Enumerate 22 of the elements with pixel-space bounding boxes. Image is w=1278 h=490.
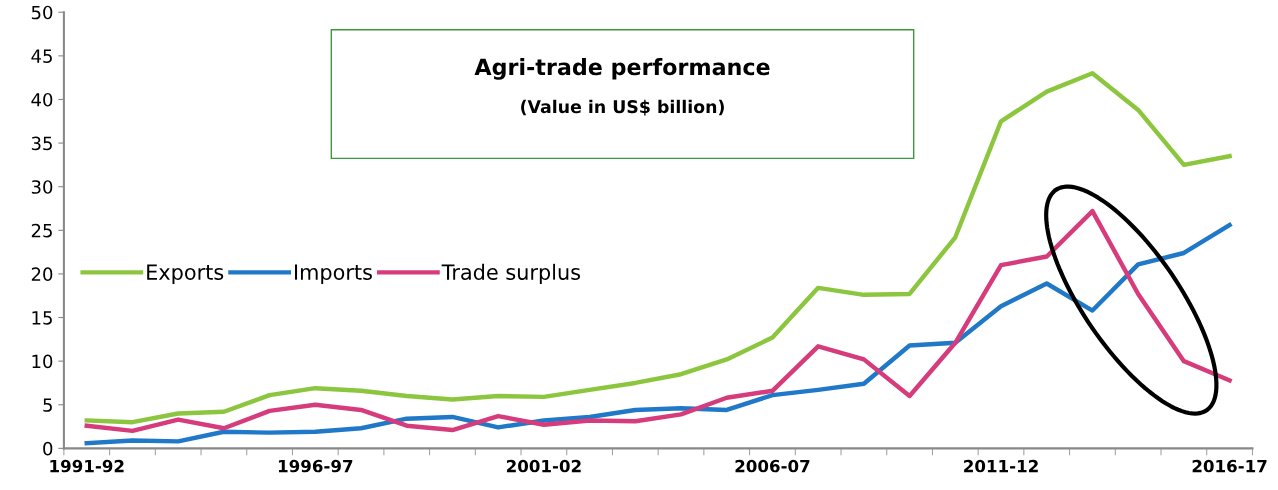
x-tick-label: 2016-17 xyxy=(1192,459,1267,473)
text: (Value in US$ billion) xyxy=(521,99,724,116)
x-tick-label: 1991-92 xyxy=(50,459,124,473)
y-tick-label: 45 xyxy=(31,49,52,63)
y-tick-label: 15 xyxy=(32,311,52,325)
y-tick-label: 25 xyxy=(31,223,52,238)
x-tick-label: 2006-07 xyxy=(735,459,810,473)
y-tick-label: 10 xyxy=(32,354,53,369)
x-tick-label: 2001-02 xyxy=(506,459,581,473)
x-tick-label: 1996-97 xyxy=(278,459,353,473)
x-tick-label: 2011-12 xyxy=(964,459,1038,473)
text: Agri-trade performance xyxy=(474,58,770,80)
legend-label: Trade surplus xyxy=(441,263,581,284)
y-tick-label: 0 xyxy=(43,441,53,456)
y-tick-label: 20 xyxy=(31,267,53,282)
y-tick-label: 35 xyxy=(31,136,52,151)
y-tick-label: 50 xyxy=(31,5,53,20)
legend-label: Exports xyxy=(147,264,224,284)
y-tick-label: 30 xyxy=(31,180,53,194)
legend-label: Imports xyxy=(295,264,372,284)
y-tick-label: 40 xyxy=(31,92,53,107)
y-tick-label: 5 xyxy=(43,398,52,412)
